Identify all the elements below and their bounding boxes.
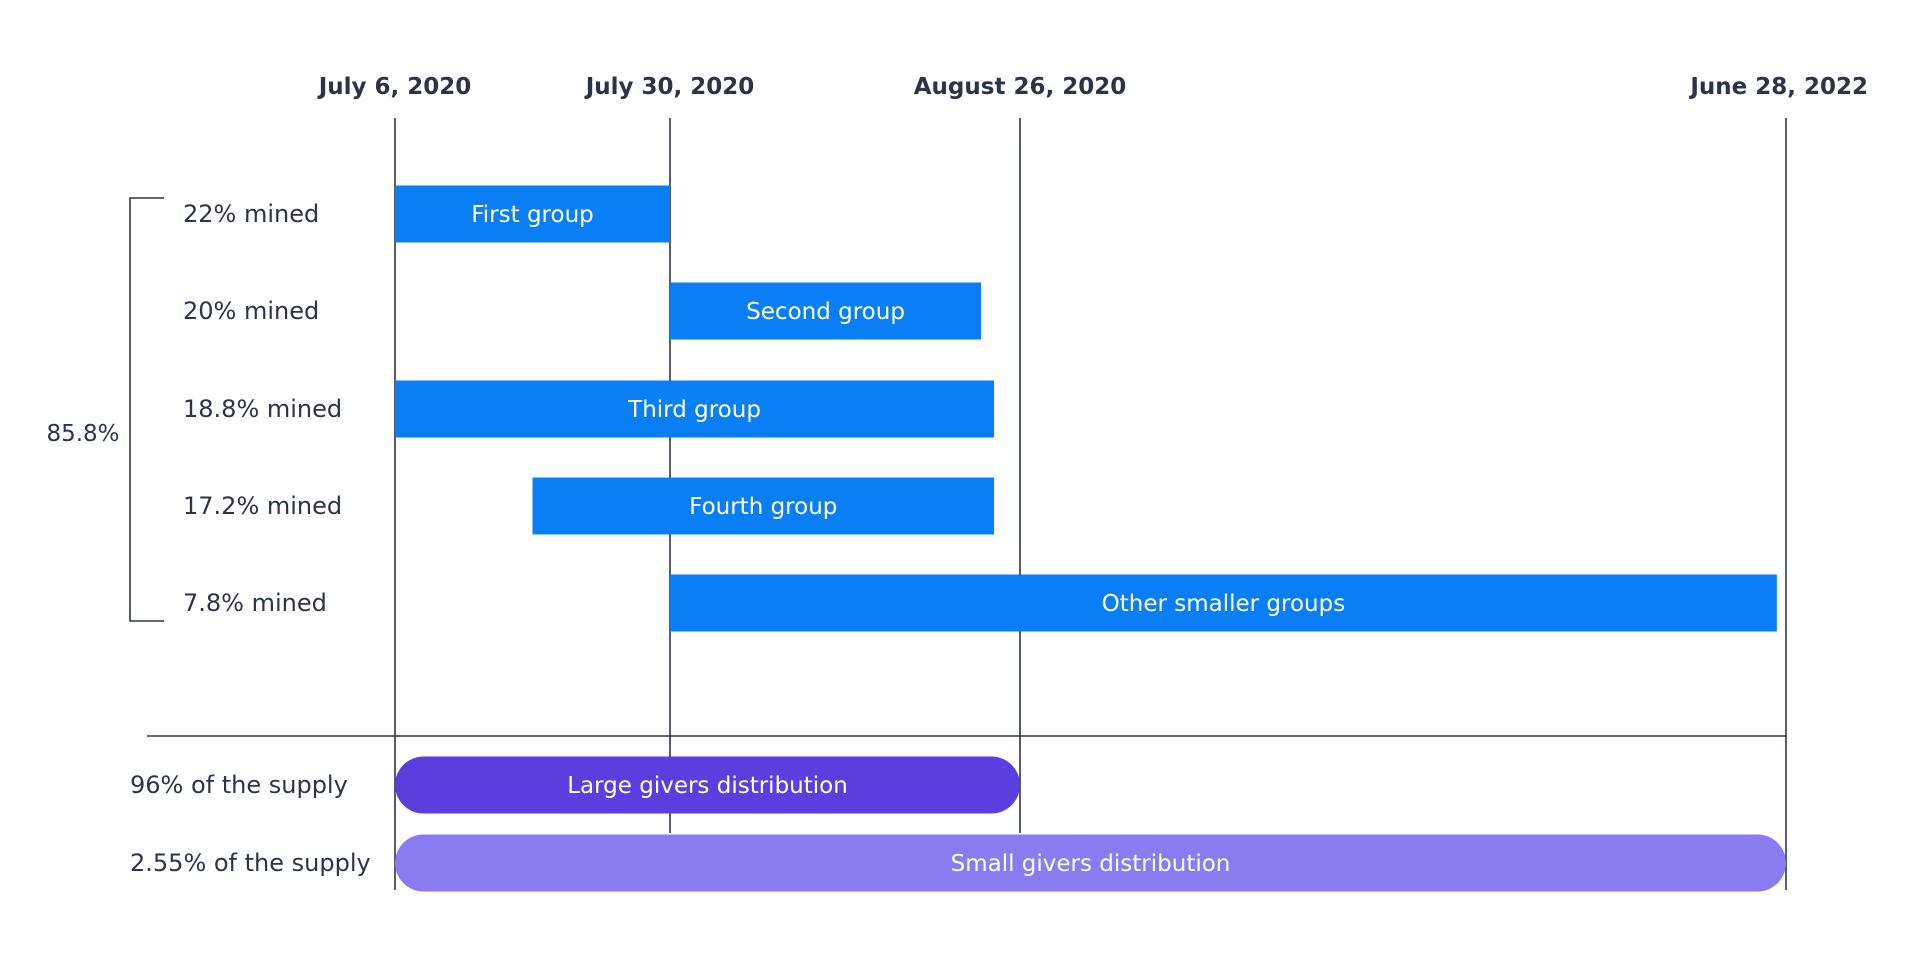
- distribution-bar-label: Small givers distribution: [951, 851, 1231, 877]
- group-bar: [395, 380, 995, 438]
- group-bar-label: Third group: [627, 397, 761, 423]
- group-bar-label: First group: [471, 202, 594, 228]
- group-share-label: 20% mined: [183, 297, 319, 325]
- date-label: July 6, 2020: [317, 74, 472, 100]
- group-bar: [670, 574, 1777, 632]
- date-labels: July 6, 2020 July 30, 2020 August 26, 2020…: [317, 74, 1868, 100]
- group-bar: [532, 477, 995, 535]
- group-bar: [395, 185, 670, 243]
- date-label: August 26, 2020: [914, 74, 1126, 100]
- distribution-bar-label: Large givers distribution: [567, 773, 848, 799]
- group-share-label: 7.8% mined: [183, 589, 327, 617]
- group-share-label: 17.2% mined: [183, 492, 342, 520]
- distributions: 96% of the supply Large givers distributi…: [130, 756, 1786, 892]
- date-label: June 28, 2022: [1688, 74, 1868, 100]
- date-label: July 30, 2020: [584, 74, 755, 100]
- group-bar: [670, 282, 982, 340]
- mining-groups: 22% mined First group 20% mined Second grou…: [183, 185, 1777, 632]
- bracket-total-label: 85.8%: [46, 421, 119, 447]
- distribution-share-label: 96% of the supply: [130, 771, 348, 799]
- bracket-line: [129, 197, 164, 622]
- distribution-bar: [395, 834, 1786, 892]
- distribution-bar: [395, 756, 1020, 814]
- distribution-share-label: 2.55% of the supply: [130, 849, 371, 877]
- group-share-label: 22% mined: [183, 200, 319, 228]
- group-bracket: 85.8%: [46, 197, 164, 622]
- group-bar-label: Second group: [746, 299, 905, 325]
- group-share-label: 18.8% mined: [183, 395, 342, 423]
- group-bar-label: Other smaller groups: [1102, 591, 1346, 617]
- group-bar-label: Fourth group: [689, 494, 837, 520]
